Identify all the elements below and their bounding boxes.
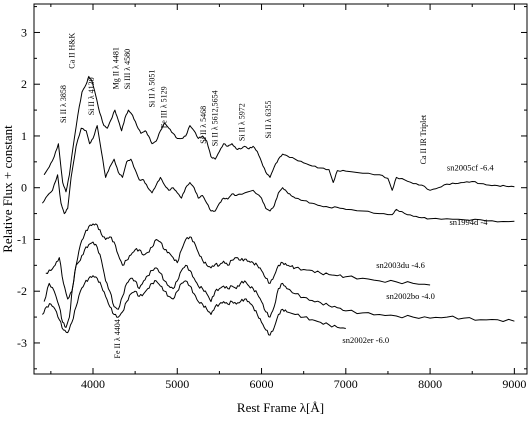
- line-id-annotation: Si II λ 5972: [238, 103, 247, 141]
- y-tick-label: -2: [17, 284, 27, 298]
- x-tick-label: 9000: [502, 377, 526, 391]
- y-tick-label: -3: [17, 336, 27, 350]
- line-id-annotation: Fe II λ 4404: [113, 319, 122, 358]
- series-line-sn2002bo: [43, 241, 515, 328]
- x-tick-label: 8000: [418, 377, 442, 391]
- x-axis-title: Rest Frame λ[Å]: [237, 400, 324, 415]
- series-label: sn1994d -4: [450, 217, 489, 227]
- series-label: sn2005cf -6.4: [447, 163, 494, 173]
- line-id-annotation: Si II λ 5051: [148, 70, 157, 108]
- series-line-sn2002er: [42, 275, 346, 336]
- x-tick-label: 6000: [250, 377, 274, 391]
- series-label: sn2003du -4.6: [376, 260, 425, 270]
- line-id-annotation: Si II λ 3858: [59, 85, 68, 123]
- series-label: sn2002er -6.0: [342, 335, 389, 345]
- series-label: sn2002bo -4.0: [386, 291, 435, 301]
- line-id-annotation: Ca II IR Triplet: [419, 114, 428, 164]
- x-tick-label: 4000: [81, 377, 105, 391]
- annotations-group: Si II λ 3858 Ca II H&K Si II λ 4130 Mg II λ…: [59, 32, 428, 358]
- plot-frame: [33, 3, 528, 375]
- line-id-annotation: Si II λ 5612,5654: [211, 90, 220, 146]
- line-id-annotation: Si II λ 4130: [87, 77, 96, 115]
- y-tick-label: 2: [21, 77, 27, 91]
- x-tick-label: 7000: [334, 377, 358, 391]
- y-tick-label: -1: [17, 232, 27, 246]
- line-id-annotation: Mg II λ 4481: [111, 47, 120, 89]
- line-id-annotation: Si II λ 5468: [199, 106, 208, 144]
- series-labels-group: sn2005cf -6.4 sn1994d -4 sn2003du -4.6 sn20…: [342, 163, 494, 345]
- line-id-annotation: Ca II H&K: [68, 32, 77, 68]
- y-tick-label: 0: [21, 181, 27, 195]
- y-tick-label: 1: [21, 129, 27, 143]
- series-line-sn2005cf: [43, 75, 515, 193]
- series-line-sn2003du: [45, 223, 431, 300]
- x-tick-label: 5000: [165, 377, 189, 391]
- line-id-annotation: Fe III λ 5129: [159, 86, 168, 128]
- y-tick-label: 3: [21, 25, 27, 39]
- line-id-annotation: Si II λ 6355: [264, 101, 273, 139]
- y-axis-title: Relative Flux + constant: [0, 125, 15, 253]
- axis-ticks: 4000 5000 6000 7000 8000 9000 -3 -2 -1 0 1 2 3: [17, 4, 527, 391]
- series-group: [42, 75, 515, 336]
- series-line-sn1994d: [42, 125, 515, 223]
- line-id-annotation: Si III λ 4580: [123, 49, 132, 90]
